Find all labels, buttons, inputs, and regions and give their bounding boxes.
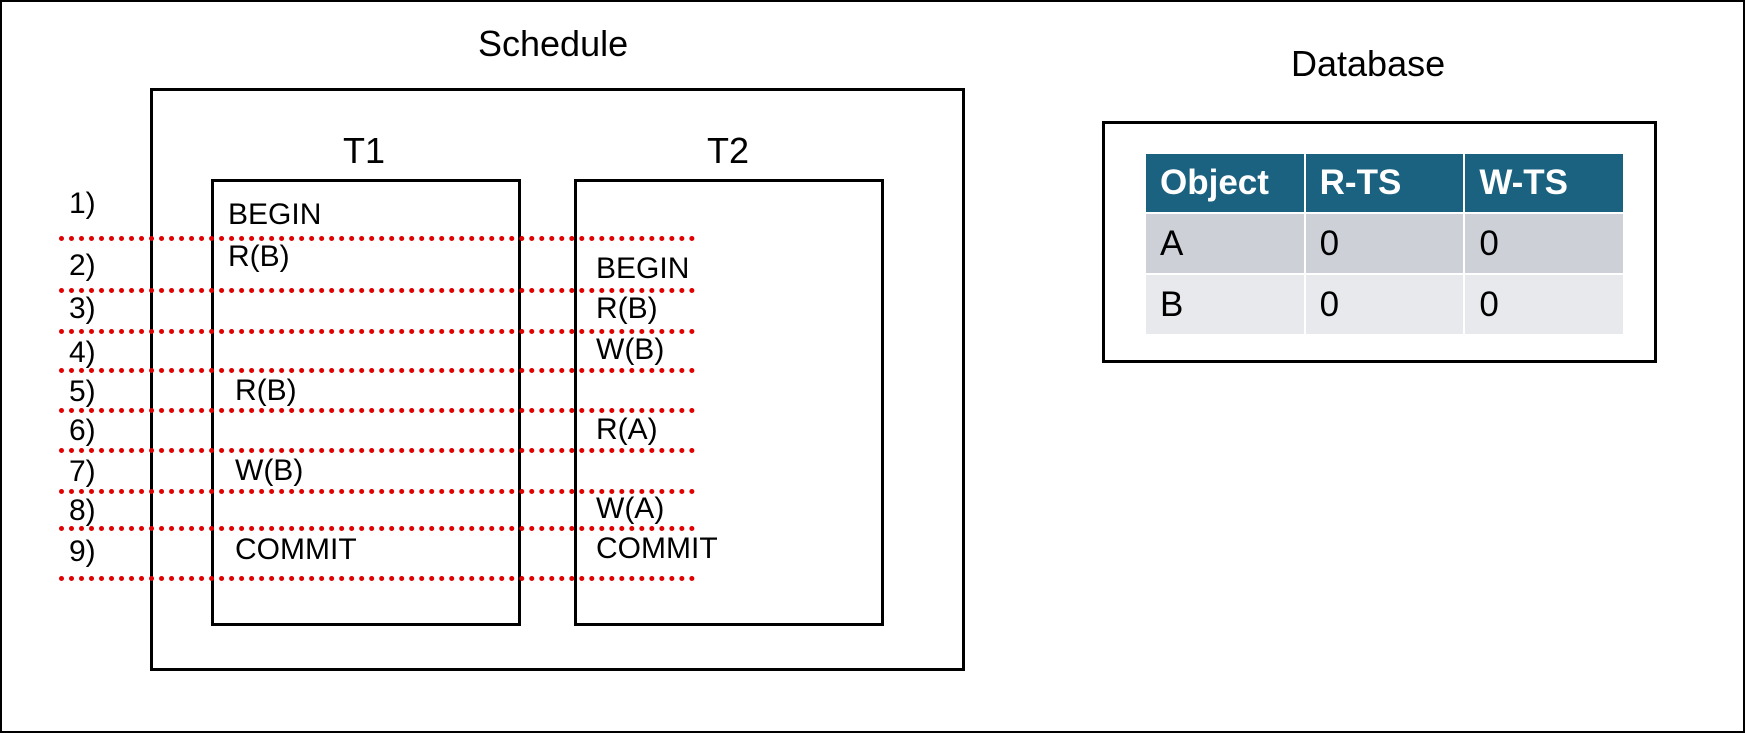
schedule-step-separator-1 (59, 236, 695, 241)
t1-operation-step-5: R(B) (235, 374, 297, 407)
database-title: Database (1291, 43, 1446, 84)
transaction-t2-box (574, 179, 884, 626)
schedule-step-separator-6 (59, 448, 695, 453)
object-timestamp-table: Object R-TS W-TS A 0 0 B 0 0 (1144, 152, 1625, 336)
schedule-title: Schedule (478, 23, 629, 64)
schedule-step-9-label: 9) (69, 535, 96, 568)
schedule-step-4-label: 4) (69, 336, 96, 369)
schedule-step-6-label: 6) (69, 414, 96, 447)
schedule-step-5-label: 5) (69, 375, 96, 408)
t2-operation-step-8: W(A) (596, 492, 665, 525)
schedule-step-1-label: 1) (69, 187, 96, 220)
object-cell: A (1144, 212, 1306, 275)
t1-operation-step-2: R(B) (228, 240, 290, 273)
schedule-step-7-label: 7) (69, 455, 96, 488)
t2-operation-step-4: W(B) (596, 333, 665, 366)
object-cell: B (1144, 273, 1306, 336)
schedule-step-separator-8 (59, 526, 695, 531)
object-column-header: Object (1144, 152, 1306, 214)
t2-operation-step-9: COMMIT (596, 532, 718, 565)
schedule-step-separator-9 (59, 576, 695, 581)
table-row: A 0 0 (1144, 212, 1625, 275)
read-timestamp-cell: 0 (1303, 212, 1466, 275)
t1-operation-step-1: BEGIN (228, 198, 322, 231)
schedule-step-separator-7 (59, 489, 695, 494)
object-table-header-row: Object R-TS W-TS (1144, 152, 1625, 214)
t2-operation-step-6: R(A) (596, 413, 658, 446)
schedule-step-separator-3 (59, 329, 695, 334)
write-timestamp-column-header: W-TS (1463, 152, 1625, 214)
schedule-step-8-label: 8) (69, 494, 96, 527)
write-timestamp-cell: 0 (1463, 212, 1625, 275)
read-timestamp-column-header: R-TS (1303, 152, 1466, 214)
transaction-title-t2: T2 (707, 130, 750, 171)
schedule-step-separator-5 (59, 408, 695, 413)
t2-operation-step-3: R(B) (596, 292, 658, 325)
schedule-step-separator-4 (59, 368, 695, 373)
t1-operation-step-7: W(B) (235, 454, 304, 487)
schedule-step-2-label: 2) (69, 249, 96, 282)
read-timestamp-cell: 0 (1303, 273, 1466, 336)
write-timestamp-cell: 0 (1463, 273, 1625, 336)
table-row: B 0 0 (1144, 273, 1625, 336)
schedule-step-separator-2 (59, 288, 695, 293)
schedule-step-3-label: 3) (69, 292, 96, 325)
t2-operation-step-2: BEGIN (596, 252, 690, 285)
t1-operation-step-9: COMMIT (235, 533, 357, 566)
transaction-title-t1: T1 (343, 130, 386, 171)
transaction-t1-box (211, 179, 521, 626)
